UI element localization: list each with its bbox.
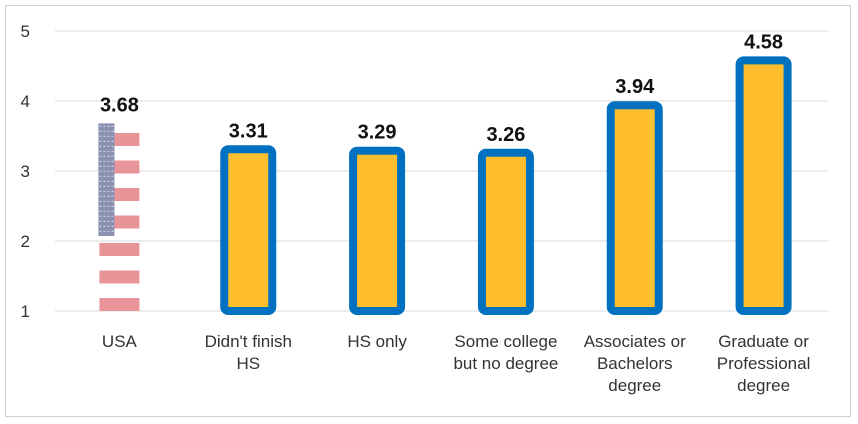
- x-category-label: degree: [608, 376, 661, 395]
- x-category-label: but no degree: [453, 354, 558, 373]
- y-axis-ticks: 1 2 3 4 5: [21, 22, 30, 321]
- chart-frame: [5, 5, 851, 417]
- data-label: 3.26: [486, 124, 525, 146]
- x-category-label: Graduate or: [718, 332, 809, 351]
- x-category-label: HS only: [347, 332, 407, 351]
- data-label: 3.94: [615, 76, 655, 98]
- bar-5: [735, 56, 792, 316]
- x-category-label: Didn't finish: [205, 332, 292, 351]
- bar-3: [477, 148, 534, 315]
- data-label: 4.58: [744, 31, 783, 53]
- bars: [98, 56, 792, 316]
- x-category-label: HS: [236, 354, 260, 373]
- x-axis-labels: USA Didn't finish HS HS only Some college but…: [102, 332, 810, 395]
- flag-stripe: [99, 243, 140, 256]
- x-category-label: Bachelors: [597, 354, 673, 373]
- bar-4: [606, 101, 663, 315]
- data-label: 3.31: [229, 120, 268, 142]
- bar-2: [349, 146, 406, 315]
- flag-stripe: [99, 270, 140, 284]
- data-label: 3.29: [358, 122, 397, 144]
- y-tick-label: 5: [21, 22, 30, 41]
- y-tick-label: 3: [21, 162, 30, 181]
- flag-canton: [98, 123, 115, 236]
- y-tick-label: 2: [21, 232, 30, 251]
- gridlines: [55, 30, 828, 312]
- x-category-label: Associates or: [584, 332, 686, 351]
- flag-stripe: [99, 298, 140, 311]
- data-labels: 3.68 3.31 3.29 3.26 3.94 4.58: [100, 31, 783, 145]
- x-category-label: degree: [737, 376, 790, 395]
- y-tick-label: 1: [21, 302, 30, 321]
- bar-usa-flag: [98, 123, 140, 311]
- bar-1: [220, 145, 277, 315]
- x-category-label: Professional: [717, 354, 811, 373]
- x-category-label: USA: [102, 332, 138, 351]
- data-label: 3.68: [100, 94, 139, 116]
- y-tick-label: 4: [21, 92, 30, 111]
- x-category-label: Some college: [454, 332, 557, 351]
